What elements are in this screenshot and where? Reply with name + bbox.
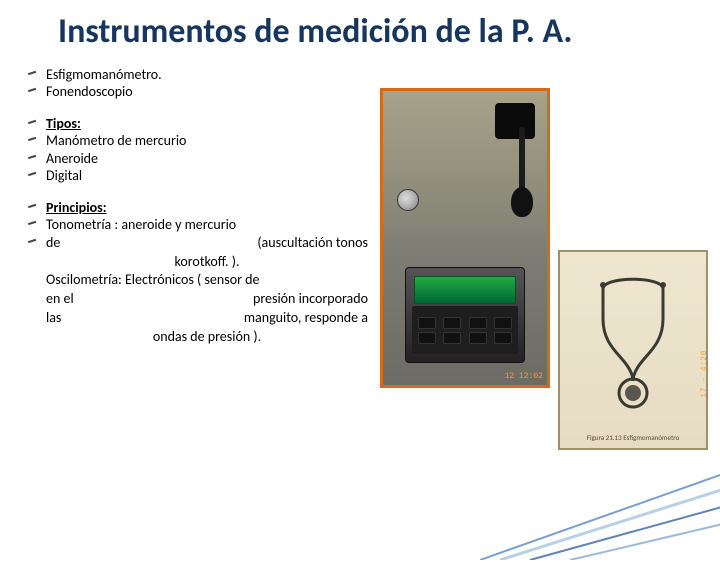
line-frag: de: [46, 234, 60, 253]
slide: Instrumentos de medición de la P. A. Esf…: [0, 0, 720, 540]
cuff-icon: [495, 103, 535, 139]
photo-sphygmomanometer: 12 12:02: [380, 88, 550, 388]
line-frag: Oscilometría: Electrónicos ( sensor de: [46, 271, 368, 290]
bulb-icon: [511, 187, 533, 217]
line-frag: ondas de presión ).: [46, 328, 368, 347]
text-column: Esfigmomanómetro. Fonendoscopio Tipos: M…: [28, 66, 368, 347]
principles-block: de (auscultación tonos korotkoff. ). Osc…: [46, 234, 368, 347]
list-item: Digital: [28, 167, 368, 185]
line-frag: en el: [46, 290, 74, 309]
corner-decoration: [480, 450, 720, 560]
monitor-panel: [412, 306, 518, 354]
list-item: de (auscultación tonos korotkoff. ). Osc…: [28, 234, 368, 347]
line-frag: (auscultación tonos: [257, 234, 368, 253]
gauge-icon: [397, 189, 419, 211]
photo-caption: Figura 21.13 Esfigmomanómetro: [560, 433, 706, 442]
list-item: Tonometría : aneroide y mercurio: [28, 216, 368, 234]
digital-monitor-icon: [405, 267, 525, 363]
line-frag: korotkoff. ).: [46, 253, 368, 272]
list-item: Manómetro de mercurio: [28, 132, 368, 150]
stethoscope-icon: [573, 271, 693, 421]
bullet-list-1: Esfigmomanómetro. Fonendoscopio: [28, 66, 368, 101]
line-frag: presión incorporado: [253, 290, 368, 309]
types-heading: Tipos:: [46, 115, 81, 132]
bullet-list-2: Tipos: Manómetro de mercurio Aneroide Di…: [28, 115, 368, 185]
list-heading: Tipos:: [28, 115, 368, 133]
photo-stethoscope: Figura 21.13 Esfigmomanómetro 17 - 4:20: [558, 250, 708, 450]
slide-title: Instrumentos de medición de la P. A.: [58, 14, 692, 50]
monitor-screen: [414, 276, 516, 304]
list-item: Aneroide: [28, 150, 368, 168]
list-heading: Principios:: [28, 199, 368, 217]
timestamp: 17 - 4:20: [701, 350, 709, 398]
line-frag: las: [46, 309, 61, 328]
list-item: Fonendoscopio: [28, 83, 368, 101]
principles-heading: Principios:: [46, 199, 107, 216]
list-item: Esfigmomanómetro.: [28, 66, 368, 84]
timestamp: 12 12:02: [505, 372, 543, 381]
bullet-list-3: Principios: Tonometría : aneroide y merc…: [28, 199, 368, 347]
line-frag: manguito, responde a: [244, 309, 368, 328]
